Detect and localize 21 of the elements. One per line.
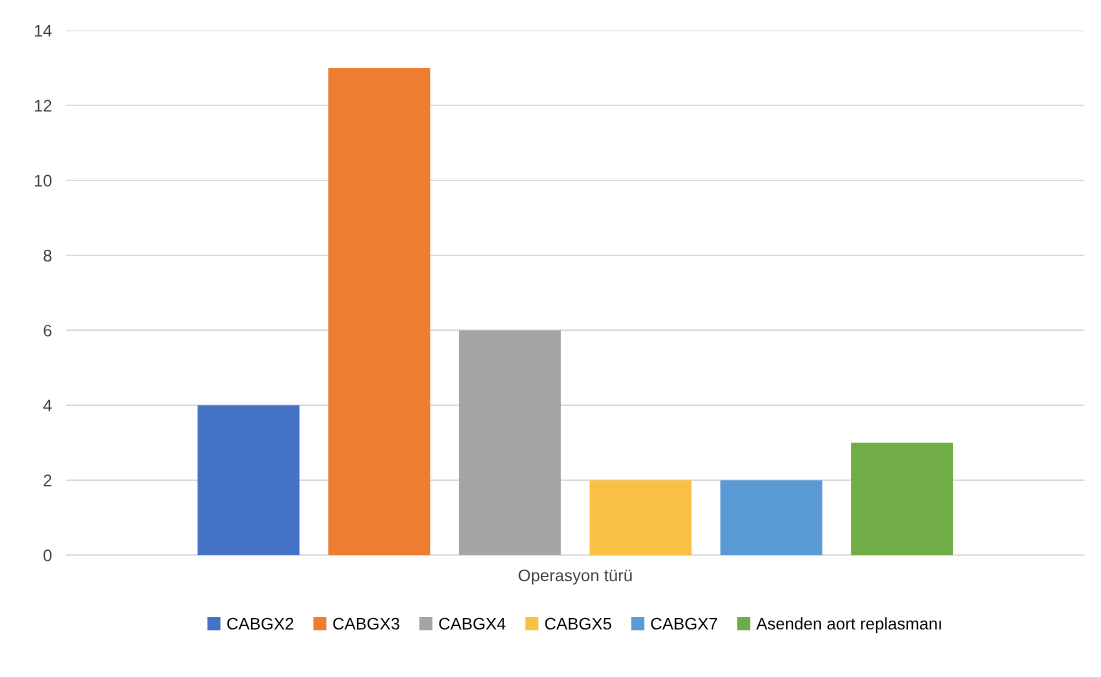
bar <box>720 480 823 556</box>
y-tick-label: 4 <box>43 399 52 412</box>
bar <box>458 330 561 556</box>
legend-label: CABGX3 <box>333 617 400 630</box>
y-tick-label: 6 <box>43 324 52 337</box>
legend-label: CABGX2 <box>227 617 294 630</box>
y-tick-label: 2 <box>43 474 52 487</box>
bar <box>851 442 953 556</box>
x-tick-label: Operasyon türü <box>518 569 632 585</box>
bar <box>589 480 692 556</box>
y-tick-label: 0 <box>43 549 52 562</box>
legend-label: CABGX5 <box>545 617 612 630</box>
legend-label: CABGX4 <box>439 617 506 630</box>
y-tick-label: 10 <box>34 174 52 187</box>
bar <box>197 405 300 556</box>
bar <box>328 67 431 556</box>
legend-label: Asenden aort replasmanı <box>756 617 941 633</box>
y-tick-label: 12 <box>34 99 52 112</box>
y-tick-label: 14 <box>34 25 52 37</box>
y-tick-label: 8 <box>43 249 52 262</box>
legend-label: CABGX7 <box>651 617 718 630</box>
